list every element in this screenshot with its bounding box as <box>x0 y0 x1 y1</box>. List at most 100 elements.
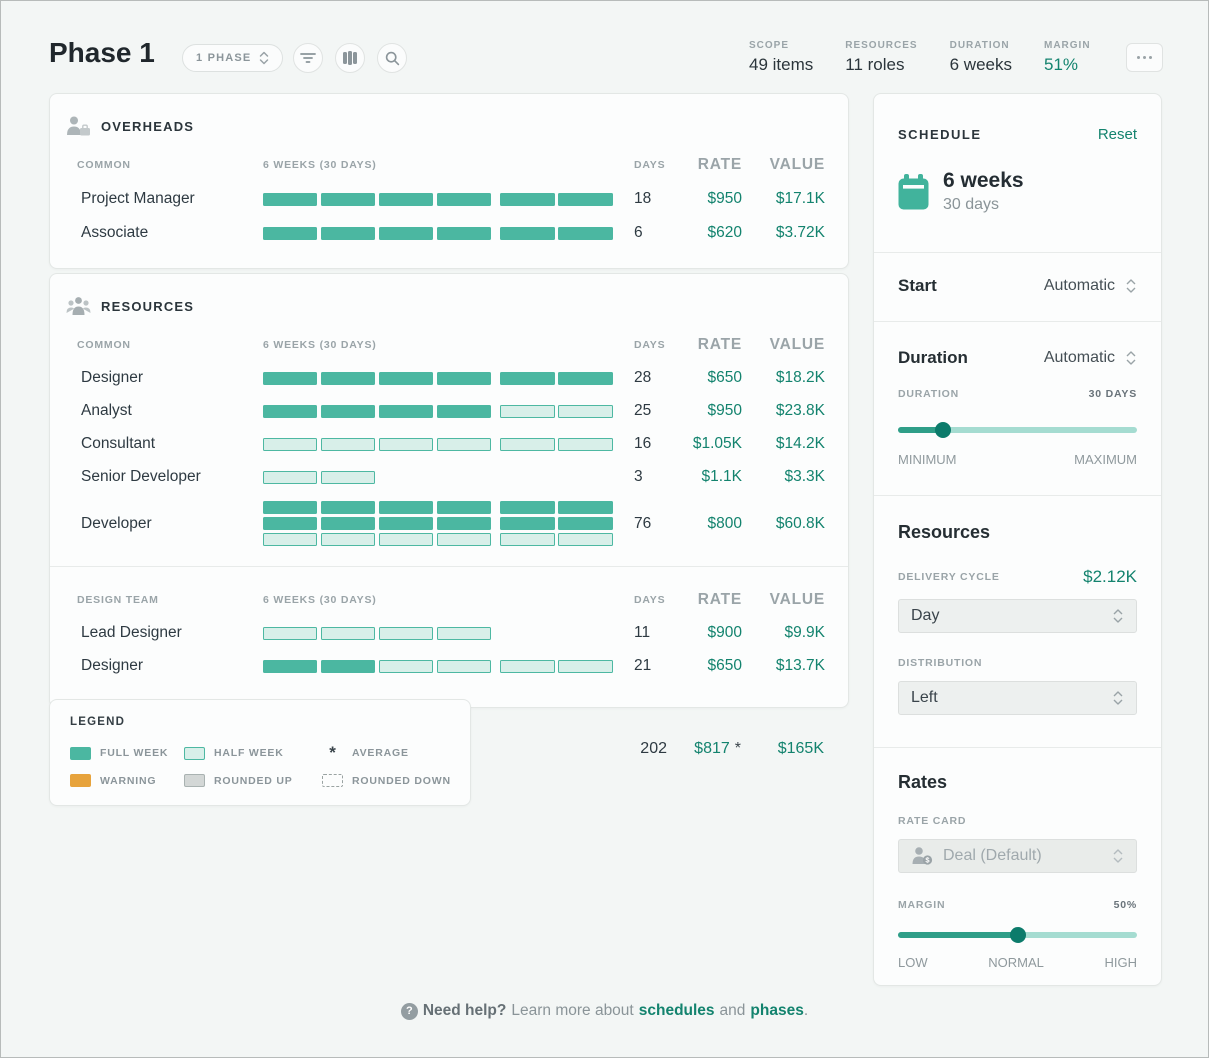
stat-value: 6 weeks <box>949 55 1012 74</box>
schedule-panel: SCHEDULE Reset 6 weeks 30 days Start Aut… <box>873 93 1162 986</box>
table-row[interactable]: Analyst 25 $950 $23.8K <box>50 402 848 420</box>
phases-link[interactable]: phases <box>750 1002 804 1019</box>
duration-section: Duration Automatic DURATION 30 DAYS MINI… <box>874 321 1161 495</box>
schedule-days: 30 days <box>943 196 1000 213</box>
full-week-segment <box>378 371 434 385</box>
table-row[interactable]: Designer 21 $650 $13.7K <box>50 657 848 675</box>
rate-card-select[interactable]: $ Deal (Default) <box>898 839 1137 873</box>
week-slot <box>320 404 376 418</box>
full-week-segment <box>263 226 318 240</box>
week-slot <box>500 226 555 240</box>
search-button[interactable] <box>377 43 407 73</box>
days-value: 28 <box>634 369 652 386</box>
start-mode-select[interactable]: Automatic <box>1044 277 1137 295</box>
full-week-segment <box>436 517 492 530</box>
delivery-cycle-label: DELIVERY CYCLE <box>898 571 1000 583</box>
week-slot <box>263 371 318 385</box>
table-row[interactable]: Designer 28 $650 $18.2K <box>50 369 848 387</box>
row-name: Senior Developer <box>81 468 201 485</box>
phase-stats: SCOPE 49 items RESOURCES 11 roles DURATION 6 … <box>749 40 1091 75</box>
columns-view-button[interactable] <box>335 43 365 73</box>
duration-slider-label: DURATION <box>898 388 960 400</box>
week-slot <box>500 501 555 514</box>
table-row[interactable]: Project Manager 18 $950 $17.1K <box>50 190 848 208</box>
half-week-segment <box>500 533 555 546</box>
group-label: COMMON <box>77 159 131 171</box>
rate-column-header: RATE <box>697 336 742 353</box>
margin-label: MARGIN <box>898 899 946 911</box>
legend-item-rounded_down: ROUNDED DOWN <box>322 774 470 787</box>
delivery-cycle-select[interactable]: Day <box>898 599 1137 633</box>
half-week-segment <box>378 626 434 640</box>
row-name: Consultant <box>81 435 156 452</box>
full-week-segment <box>263 404 318 418</box>
table-row[interactable]: Senior Developer 3 $1.1K $3.3K <box>50 468 848 486</box>
resources-header: RESOURCES <box>50 274 848 316</box>
value-column-header: VALUE <box>769 336 825 353</box>
half-week-segment <box>558 437 613 451</box>
week-slot <box>378 501 434 514</box>
distribution-select[interactable]: Left <box>898 681 1137 715</box>
duration-slider-thumb[interactable] <box>935 422 952 438</box>
duration-slider[interactable] <box>898 422 1137 438</box>
half-week-segment <box>263 626 318 640</box>
phase-selector-button[interactable]: 1 PHASE <box>182 44 284 72</box>
filter-button[interactable] <box>293 43 323 73</box>
full-week-segment <box>500 501 555 514</box>
full-week-segment <box>558 517 613 530</box>
value-value: $9.9K <box>784 624 825 641</box>
margin-slider[interactable] <box>898 927 1137 943</box>
schedules-link[interactable]: schedules <box>638 1002 715 1019</box>
rate-column-header: RATE <box>697 591 742 608</box>
week-slot <box>320 371 376 385</box>
schedule-weeks: 6 weeks <box>943 169 1024 192</box>
overheads-person-briefcase-icon <box>67 116 90 136</box>
stat-resources: RESOURCES 11 roles <box>845 40 917 75</box>
full-week-segment <box>320 371 376 385</box>
week-slot <box>500 404 555 418</box>
group-label: COMMON <box>77 339 131 351</box>
more-options-button[interactable] <box>1126 43 1163 72</box>
help-icon: ? <box>400 1002 418 1020</box>
week-slot <box>378 192 434 206</box>
full-week-segment <box>320 517 376 530</box>
legend-label: ROUNDED DOWN <box>352 774 451 787</box>
week-slot <box>558 517 613 530</box>
resources-settings-section: Resources DELIVERY CYCLE $2.12K Day DIST… <box>874 495 1161 747</box>
duration-min-label: MINIMUM <box>898 452 957 467</box>
allocation-bars <box>263 659 616 673</box>
rate-card-person-dollar-icon: $ <box>912 847 933 865</box>
allocation-bars <box>263 470 616 484</box>
reset-button[interactable]: Reset <box>1097 126 1137 143</box>
full-week-segment <box>320 404 376 418</box>
average-asterisk: * <box>734 740 741 757</box>
phase-selector-label: 1 PHASE <box>196 52 252 64</box>
full-week-segment <box>263 371 318 385</box>
week-slot <box>263 659 318 673</box>
days-value: 16 <box>634 435 652 452</box>
full-week-segment <box>558 226 613 240</box>
allocation-bars <box>263 226 616 240</box>
rounded-down-swatch <box>322 774 343 787</box>
week-slot <box>558 226 613 240</box>
value-column-header: VALUE <box>769 156 825 173</box>
week-slot <box>263 437 318 451</box>
rates-section: Rates RATE CARD $ Deal (Default) MARGIN … <box>874 747 1161 970</box>
row-name: Lead Designer <box>81 624 182 641</box>
table-row[interactable]: Consultant 16 $1.05K $14.2K <box>50 435 848 453</box>
full-week-segment <box>263 192 318 206</box>
week-slot <box>500 533 555 546</box>
allocation-bars <box>263 501 616 546</box>
table-row[interactable]: Lead Designer 11 $900 $9.9K <box>50 624 848 642</box>
table-row[interactable]: Developer 76 $800 $60.8K <box>50 501 848 546</box>
full-week-segment <box>378 226 434 240</box>
full-week-segment <box>500 371 555 385</box>
stat-scope: SCOPE 49 items <box>749 40 813 75</box>
margin-normal-label: NORMAL <box>988 955 1044 970</box>
margin-slider-thumb[interactable] <box>1009 927 1026 943</box>
table-row[interactable]: Associate 6 $620 $3.72K <box>50 224 848 242</box>
row-name: Designer <box>81 369 144 386</box>
duration-mode-select[interactable]: Automatic <box>1044 349 1137 367</box>
half-week-segment <box>320 470 376 484</box>
stat-label: RESOURCES <box>845 40 918 51</box>
